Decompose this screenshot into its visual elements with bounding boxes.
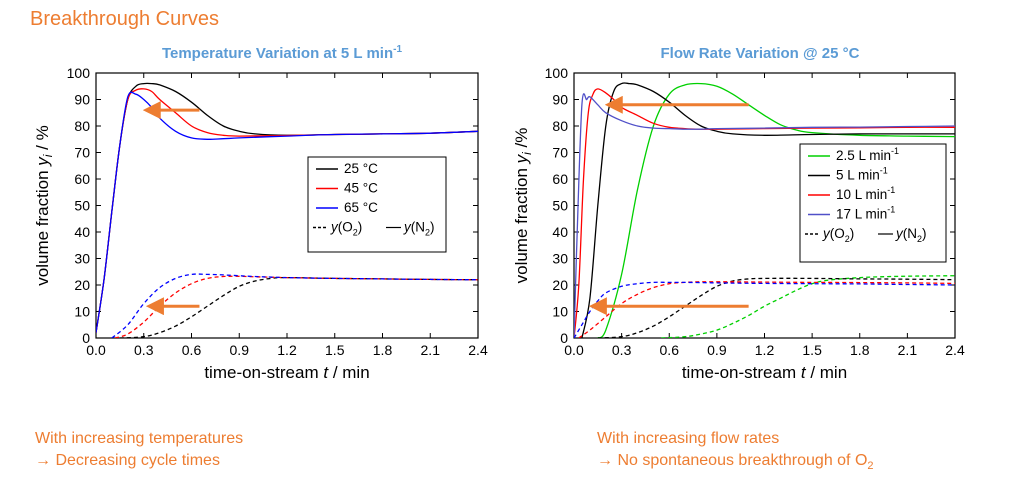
chart-2-xtick-label: 1.5 — [802, 342, 822, 358]
right-note-line-1: With increasing flow rates — [597, 430, 780, 447]
chart-1-legend-label: 65 °C — [344, 200, 378, 215]
chart-1-ytick-label: 60 — [74, 171, 90, 187]
chart-2-ytick-label: 80 — [552, 118, 568, 134]
chart-2-ytick-label: 20 — [552, 277, 568, 293]
chart-2-series-5-line — [661, 275, 955, 338]
chart-1-xtick-label: 1.2 — [277, 342, 297, 358]
chart-1-xtick-label: 2.4 — [468, 342, 488, 358]
chart-2-ytick-label: 90 — [552, 92, 568, 108]
chart-1-ytick-label: 20 — [74, 277, 90, 293]
charts-canvas: Temperature Variation at 5 L min-1 0.0 0.3… — [33, 44, 965, 382]
chart-1-ytick-label: 30 — [74, 251, 90, 267]
chart-1-title: Temperature Variation at 5 L min-1 — [162, 44, 403, 62]
chart-2-legend-label: 17 L min-1 — [836, 205, 895, 222]
left-note-line-2: → Decreasing cycle times — [35, 452, 220, 469]
chart-1-xtick-label: 0.9 — [230, 342, 250, 358]
chart-2-ytick-label: 100 — [545, 65, 569, 81]
chart-2-ytick-label: 10 — [552, 304, 568, 320]
chart-1-ytick-label: 90 — [74, 92, 90, 108]
right-note-line-2-text: → No spontaneous breakthrough of O — [597, 452, 868, 469]
chart-1-series-4-line — [119, 276, 478, 338]
chart-2-legend-o2-label: y(O2) — [822, 226, 854, 244]
right-note: With increasing flow rates → No spontane… — [597, 428, 874, 477]
chart-1-ytick-label: 100 — [67, 65, 91, 81]
chart-2-series-6-line — [597, 277, 955, 338]
chart-1-series-group — [96, 82, 478, 338]
chart-1: Temperature Variation at 5 L min-1 0.0 0.3… — [33, 44, 488, 382]
chart-1-ytick-label: 70 — [74, 145, 90, 161]
chart-1-xtick-label: 1.5 — [325, 342, 345, 358]
chart-1-ytick-label: 80 — [74, 118, 90, 134]
chart-2-ytick-label: 60 — [552, 171, 568, 187]
chart-1-ytick-label: 0 — [82, 330, 90, 346]
chart-2-series-2-line — [581, 82, 955, 338]
chart-1-ytick-label: 40 — [74, 224, 90, 240]
chart-1-ytick-label: 10 — [74, 304, 90, 320]
chart-1-legend-box — [307, 156, 447, 253]
page-heading: Breakthrough Curves — [30, 8, 219, 30]
chart-1-xtick-label: 1.8 — [373, 342, 393, 358]
chart-1-xtick-label: 0.0 — [86, 342, 106, 358]
left-note: With increasing temperatures → Decreasin… — [35, 428, 243, 472]
chart-2-ytick-label: 40 — [552, 224, 568, 240]
chart-2-xtick-label: 0.6 — [660, 342, 680, 358]
chart-2-ytick-label: 30 — [552, 251, 568, 267]
chart-2-xtick-label: 0.3 — [612, 342, 632, 358]
chart-1-series-3-line — [96, 91, 478, 333]
chart-2-series-1-line — [597, 82, 955, 338]
chart-2-ytick-label: 0 — [560, 330, 568, 346]
chart-2-ylabel: volume fraction yi /% — [512, 128, 534, 284]
chart-2-xtick-label: 2.1 — [898, 342, 918, 358]
chart-2-xtick-label: 0.9 — [707, 342, 727, 358]
right-note-subscript: 2 — [867, 460, 874, 473]
chart-2-series-4-line — [574, 93, 955, 338]
chart-2-legend-label: 10 L min-1 — [836, 185, 895, 202]
chart-2-legend-n2-label: y(N2) — [895, 226, 927, 244]
chart-2-series-8-line — [574, 281, 955, 338]
chart-2-series-group — [574, 82, 955, 338]
chart-1-xtick-label: 2.1 — [421, 342, 441, 358]
chart-1-legend-o2-label: y(O2) — [330, 220, 362, 238]
chart-1-ylabel: volume fraction yi / % — [33, 125, 55, 285]
left-note-line-1: With increasing temperatures — [35, 430, 244, 447]
chart-2-series-3-line — [574, 88, 955, 338]
chart-2-title: Flow Rate Variation @ 25 °C — [660, 45, 859, 62]
chart-2-legend-box — [799, 143, 947, 263]
chart-2-xtick-label: 2.4 — [945, 342, 965, 358]
chart-1-legend-label: 45 °C — [344, 181, 378, 196]
chart-2-xlabel: time-on-stream t / min — [682, 363, 847, 382]
chart-2-legend-label: 5 L min-1 — [836, 166, 888, 183]
chart-2-xtick-label: 1.8 — [850, 342, 870, 358]
chart-2-legend-label: 2.5 L min-1 — [836, 146, 899, 163]
chart-1-legend-label: 25 °C — [344, 161, 378, 176]
chart-2-ytick-label: 70 — [552, 145, 568, 161]
right-note-line-2: → No spontaneous breakthrough of O2 — [597, 450, 874, 477]
chart-1-series-6-line — [111, 273, 478, 338]
chart-2-xtick-label: 0.0 — [564, 342, 584, 358]
chart-2-xtick-label: 1.2 — [755, 342, 775, 358]
chart-2-series-7-line — [578, 281, 955, 338]
chart-1-xtick-label: 0.6 — [182, 342, 202, 358]
chart-2: Flow Rate Variation @ 25 °C 0.0 0.3 0.6 0.9 1… — [512, 45, 965, 382]
chart-1-xtick-label: 0.3 — [134, 342, 154, 358]
chart-1-xlabel: time-on-stream t / min — [204, 363, 369, 382]
chart-1-ytick-label: 50 — [74, 198, 90, 214]
chart-2-ytick-label: 50 — [552, 198, 568, 214]
chart-1-legend-n2-label: y(N2) — [403, 220, 435, 238]
